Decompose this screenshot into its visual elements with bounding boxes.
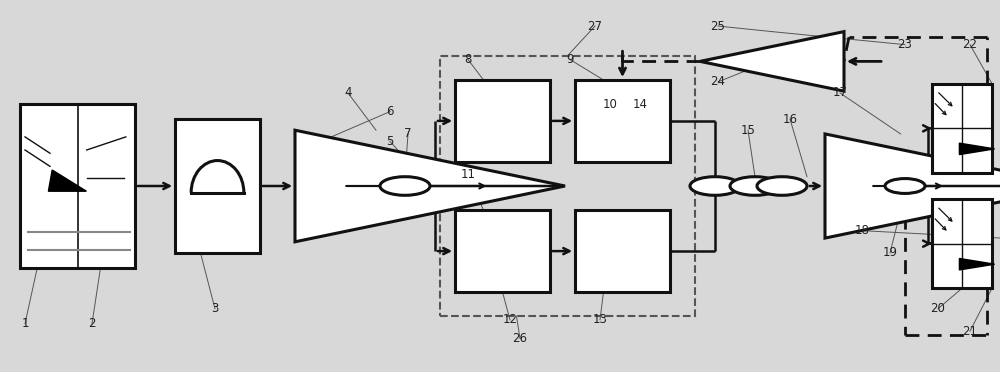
Text: 24: 24 (710, 76, 726, 88)
Circle shape (730, 177, 780, 195)
Text: 20: 20 (931, 302, 945, 315)
Text: 23: 23 (898, 38, 912, 51)
Text: 15: 15 (741, 124, 755, 137)
Circle shape (757, 177, 807, 195)
Bar (440, 56, 695, 316)
Text: 10: 10 (603, 98, 617, 110)
Text: 2: 2 (88, 317, 96, 330)
Polygon shape (700, 32, 844, 91)
Bar (575, 210, 670, 292)
Text: 25: 25 (711, 20, 725, 32)
Polygon shape (959, 143, 995, 155)
Bar (455, 80, 550, 162)
Polygon shape (295, 130, 565, 242)
Text: 16: 16 (782, 113, 798, 125)
Bar (20, 104, 135, 268)
Text: 21: 21 (962, 325, 978, 337)
Text: 27: 27 (588, 20, 602, 32)
Text: 3: 3 (211, 302, 219, 315)
Circle shape (690, 177, 740, 195)
Bar (455, 210, 550, 292)
Text: 6: 6 (386, 105, 394, 118)
Bar (175, 119, 260, 253)
Text: 7: 7 (404, 128, 412, 140)
Text: 8: 8 (464, 53, 472, 66)
Text: 11: 11 (460, 169, 476, 181)
Text: 17: 17 (832, 87, 848, 99)
Text: 1: 1 (21, 317, 29, 330)
Text: 19: 19 (883, 247, 898, 259)
Bar (575, 80, 670, 162)
Text: 22: 22 (962, 38, 978, 51)
Text: 13: 13 (593, 314, 607, 326)
Text: 18: 18 (855, 224, 869, 237)
Bar (932, 199, 992, 288)
Text: 26: 26 (512, 332, 528, 345)
Text: 14: 14 (633, 98, 648, 110)
Bar (932, 84, 992, 173)
Circle shape (380, 177, 430, 195)
Polygon shape (825, 134, 1000, 238)
Text: 9: 9 (566, 53, 574, 66)
Polygon shape (48, 170, 86, 191)
Text: 12: 12 (503, 314, 518, 326)
Text: 4: 4 (344, 87, 352, 99)
Polygon shape (959, 259, 995, 270)
Circle shape (885, 179, 925, 193)
Text: 5: 5 (386, 135, 394, 148)
